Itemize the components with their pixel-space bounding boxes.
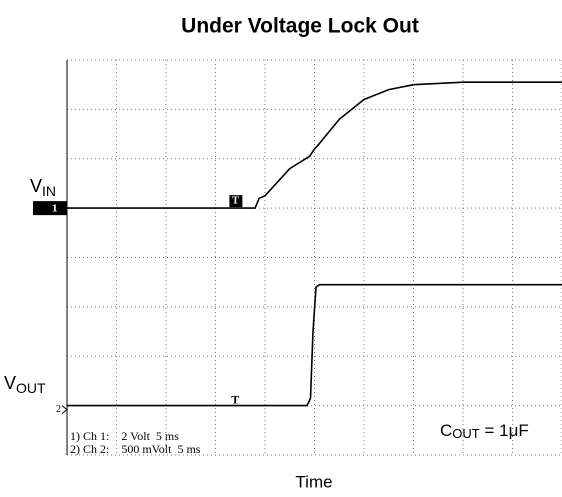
channel-label: VOUT bbox=[4, 373, 46, 396]
settings-text: 2) Ch 2: 500 mVolt 5 ms bbox=[70, 442, 201, 456]
trigger-marker: T bbox=[232, 195, 240, 207]
annotation-sub: OUT bbox=[452, 426, 480, 441]
trace bbox=[67, 283, 562, 407]
channel-marker: 1 bbox=[52, 203, 58, 215]
channel-label: VIN bbox=[30, 176, 56, 199]
chart-title: Under Voltage Lock Out bbox=[181, 15, 419, 38]
label-sub: OUT bbox=[16, 380, 46, 396]
settings-text: 1) Ch 1: 2 Volt 5 ms bbox=[70, 429, 179, 443]
annotation-text: C bbox=[440, 421, 452, 440]
channel-arrow bbox=[61, 405, 68, 415]
annotation-rest: = 1μF bbox=[480, 421, 529, 440]
annotation: COUT = 1μF bbox=[440, 421, 529, 441]
label-sub: IN bbox=[42, 183, 56, 199]
label-text: V bbox=[4, 373, 16, 393]
channel-marker-box bbox=[33, 201, 67, 216]
label-text: V bbox=[30, 176, 42, 196]
channel-marker: 2 bbox=[56, 404, 61, 415]
trace bbox=[67, 81, 562, 209]
trigger-box bbox=[229, 195, 243, 208]
trigger-marker: T bbox=[231, 392, 239, 406]
x-axis-label: Time bbox=[295, 472, 332, 491]
